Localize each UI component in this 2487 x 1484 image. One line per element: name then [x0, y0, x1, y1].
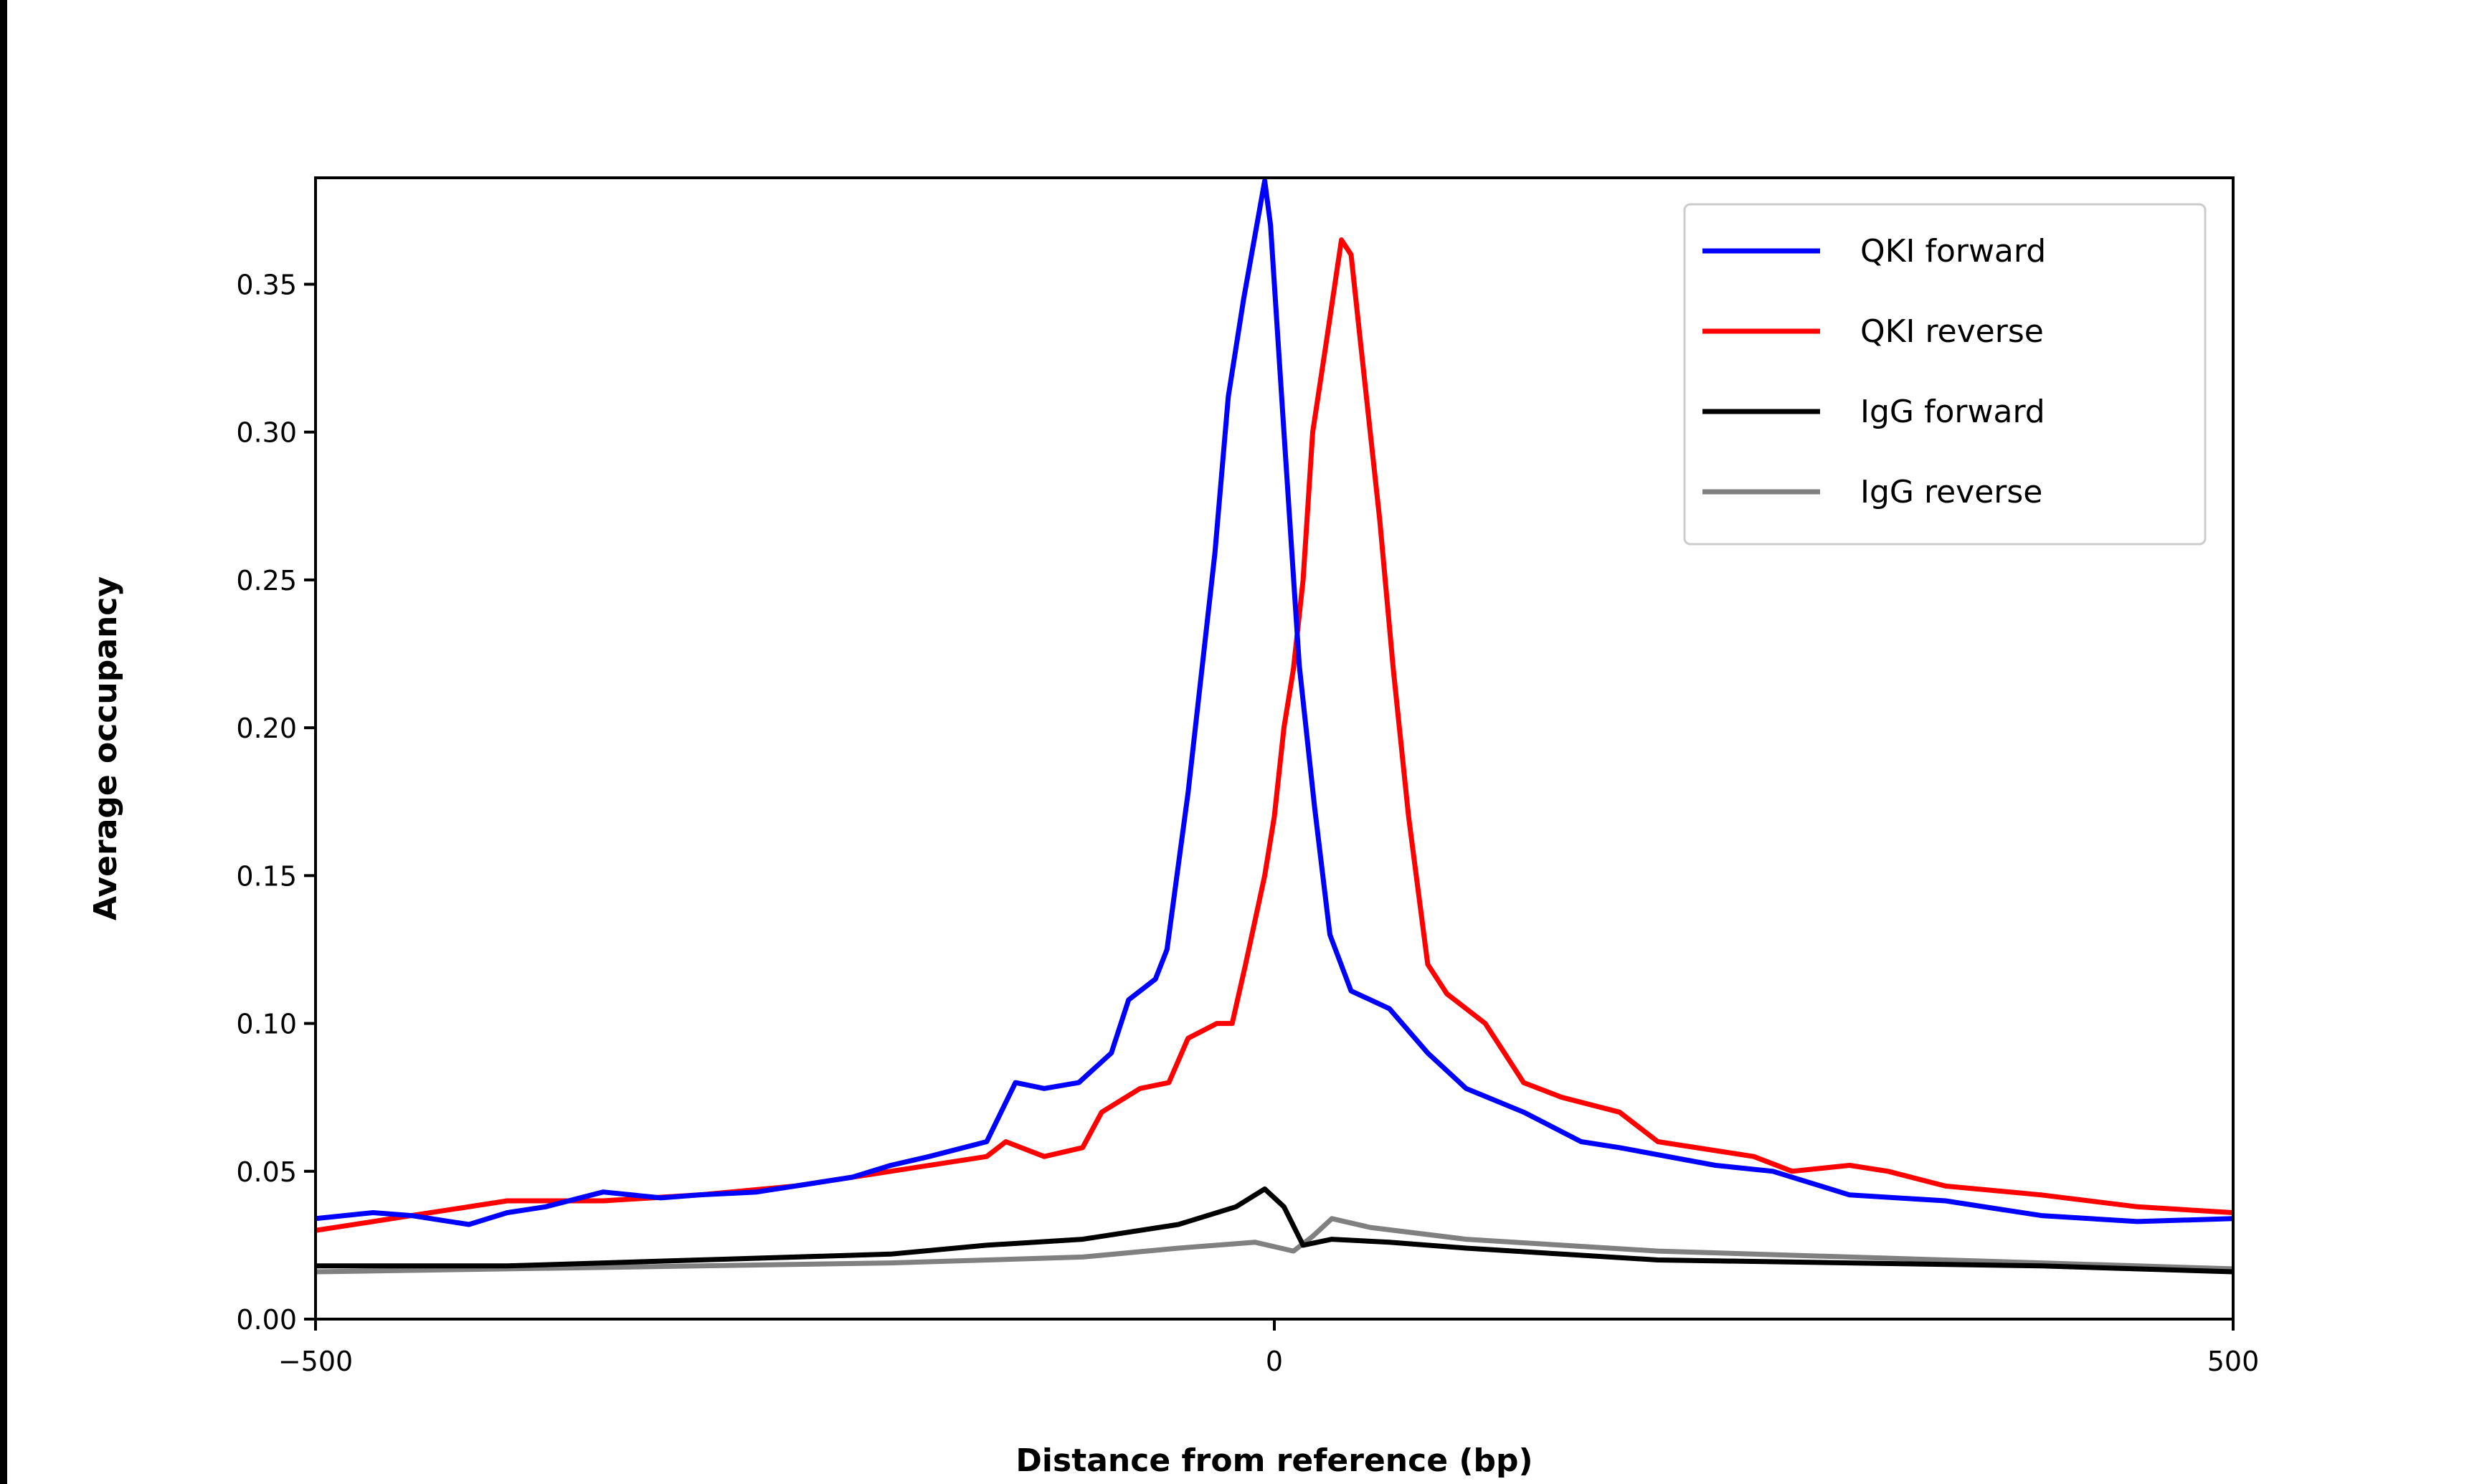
series-line-0 — [316, 178, 2233, 1227]
legend: QKI forward QKI reverse IgG forward IgG rev… — [1683, 203, 2207, 546]
left-border — [0, 0, 7, 1484]
y-tick-label: 0.00 — [236, 1304, 297, 1336]
legend-label: QKI forward — [1860, 233, 2046, 270]
y-axis-label: Average occupancy — [87, 576, 124, 921]
ticks-layer: −500 0 500 0.00 0.05 0.10 0.15 0.20 0.25 0.30 0.35 — [236, 269, 2259, 1377]
legend-label: QKI reverse — [1860, 313, 2044, 350]
y-tick-label: 0.10 — [236, 1009, 297, 1040]
series-line-3 — [316, 1216, 2233, 1275]
y-tick-label: 0.25 — [236, 565, 297, 596]
x-tick-label: −500 — [278, 1346, 353, 1377]
series-line-1 — [316, 237, 2233, 1233]
y-tick-label: 0.05 — [236, 1156, 297, 1188]
y-tick-label: 0.35 — [236, 269, 297, 300]
y-tick-label: 0.20 — [236, 713, 297, 744]
legend-box — [1683, 203, 2207, 546]
x-tick-label: 0 — [1266, 1346, 1283, 1377]
y-tick-label: 0.15 — [236, 860, 297, 892]
x-tick-label: 500 — [2207, 1346, 2260, 1377]
legend-label: IgG forward — [1860, 394, 2045, 430]
series-layer — [316, 178, 2233, 1275]
x-axis-label: Distance from reference (bp) — [1015, 1442, 1533, 1479]
y-tick-label: 0.30 — [236, 417, 297, 449]
series-line-2 — [316, 1186, 2233, 1275]
legend-label: IgG reverse — [1860, 474, 2042, 510]
